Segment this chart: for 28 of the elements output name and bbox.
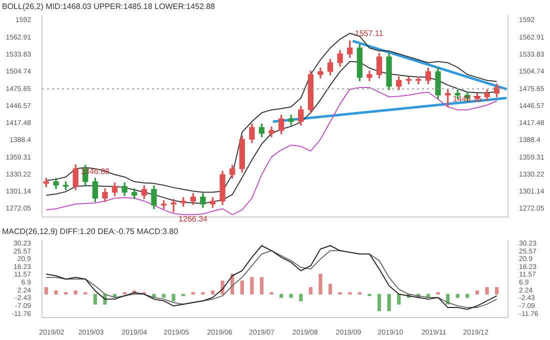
bar: [456, 294, 460, 298]
bar: [466, 294, 470, 298]
bar: [377, 294, 382, 312]
bar: [162, 294, 166, 298]
bar: [260, 277, 264, 294]
bar: [279, 294, 284, 298]
bar: [93, 294, 98, 305]
annotation: 1557.11: [354, 29, 384, 38]
bar: [475, 290, 480, 294]
bar: [240, 280, 244, 294]
bar: [328, 284, 332, 294]
bar: [74, 290, 78, 294]
bar: [299, 294, 303, 302]
bar: [494, 287, 499, 294]
bar: [318, 274, 322, 294]
bar: [308, 287, 313, 294]
annotation: 1266.34: [178, 214, 208, 224]
bar: [250, 277, 254, 294]
chart-title: BOLL(26,2) MID:1468.03 UPPER:1485.18 LOWER:1452.88: [2, 2, 216, 12]
chart-title: MACD(26,12,9) DIFF:1.20 DEA:-0.75 MACD:3.80: [2, 227, 179, 236]
bar: [485, 287, 489, 294]
bar: [54, 290, 58, 294]
bar: [368, 294, 372, 296]
bar: [387, 294, 391, 312]
bar: [44, 287, 48, 294]
bar: [172, 294, 176, 302]
bar: [289, 294, 293, 298]
bar: [210, 290, 215, 294]
